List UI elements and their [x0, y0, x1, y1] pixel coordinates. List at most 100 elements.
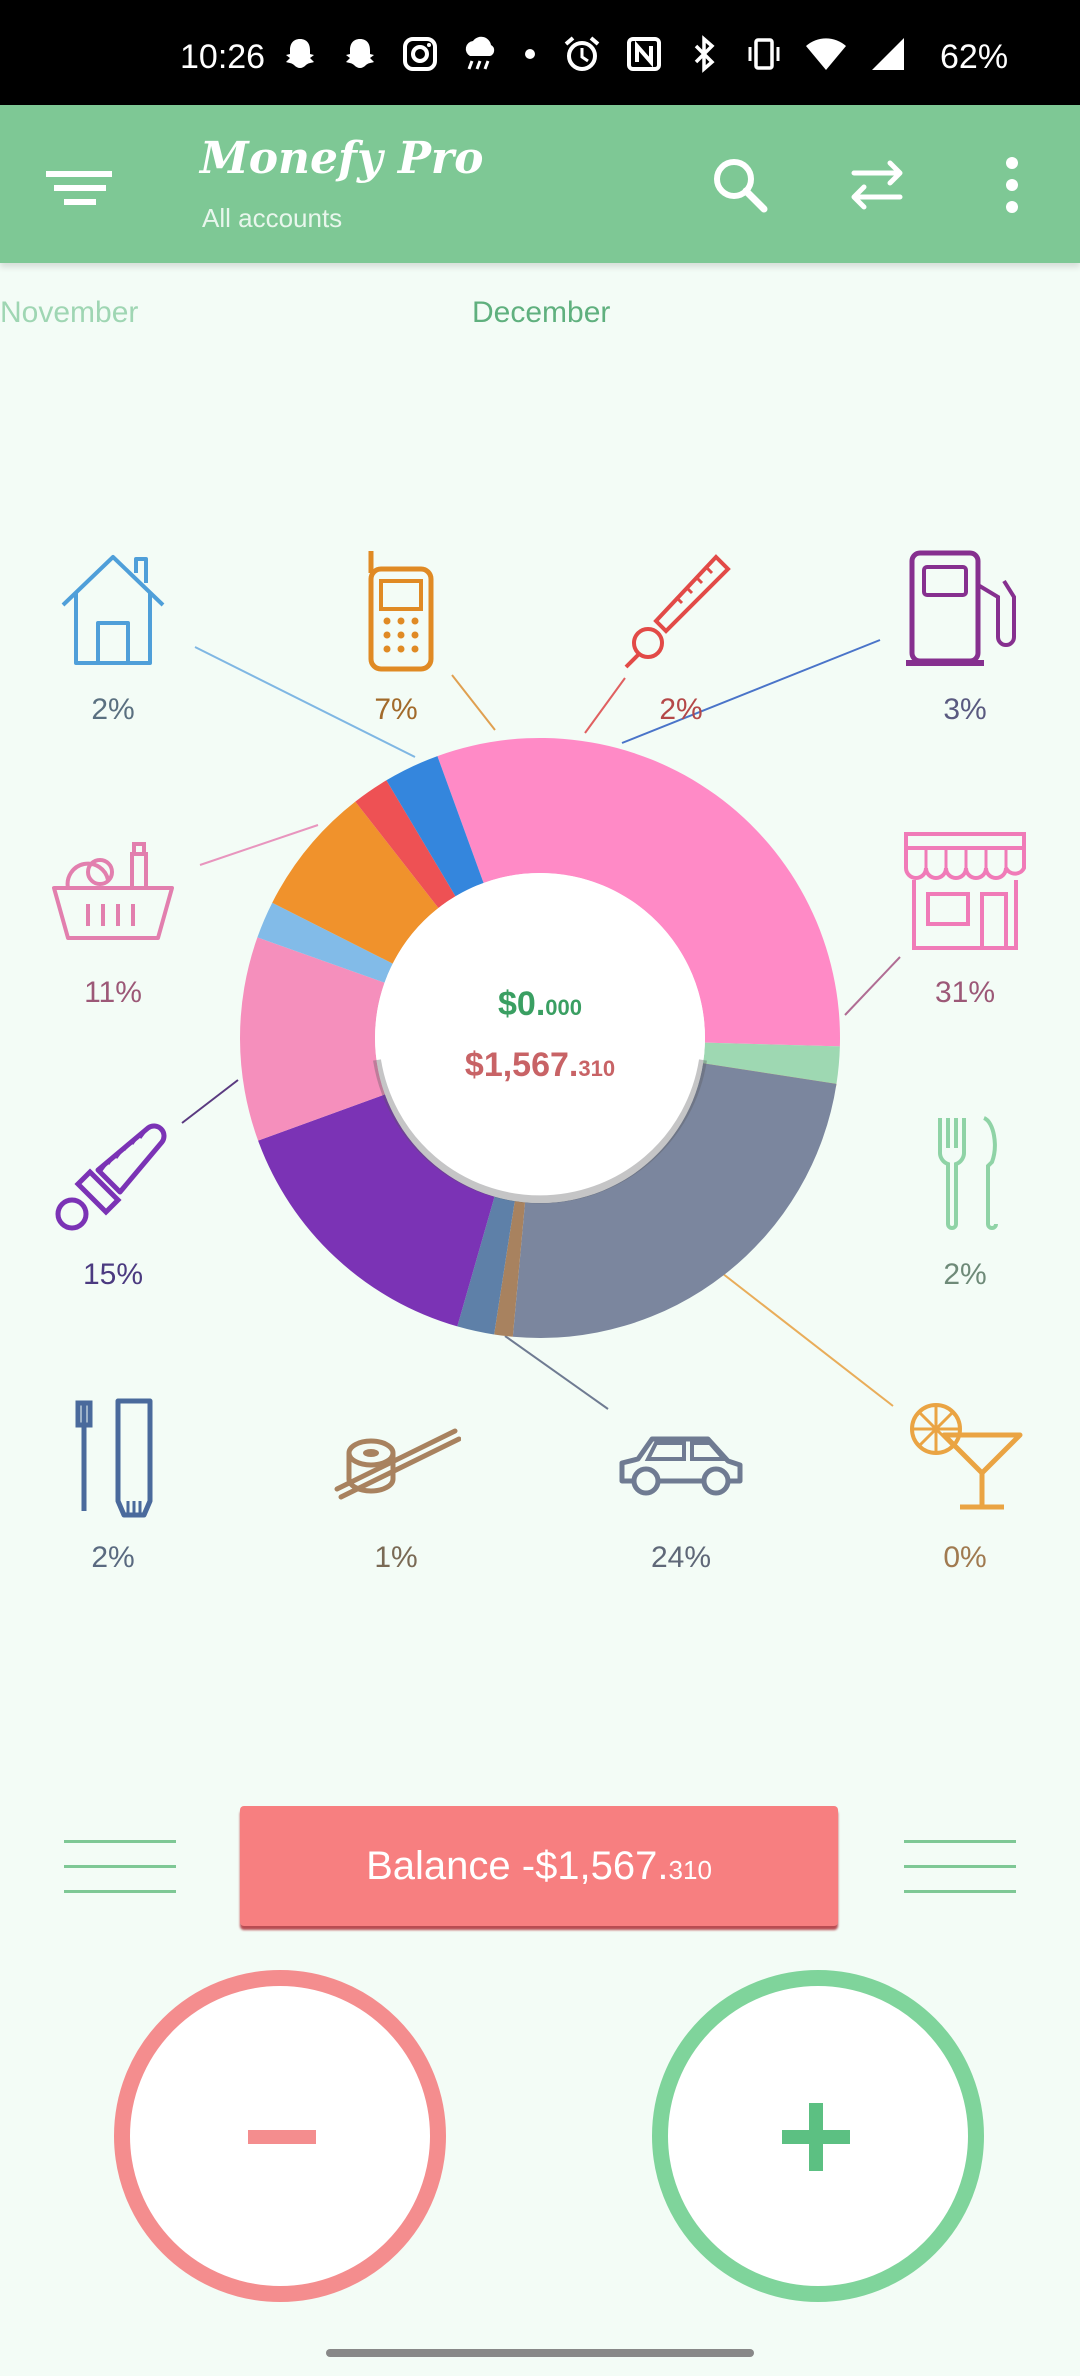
- category-health[interactable]: 2%: [601, 545, 761, 727]
- chart-slice-transport[interactable]: [512, 1063, 837, 1338]
- chart-slice-communications[interactable]: [703, 1042, 840, 1084]
- leader-line-7: [717, 1269, 894, 1407]
- balance-button[interactable]: Balance -$1,567.310: [240, 1806, 838, 1926]
- leader-line-6: [181, 1079, 239, 1124]
- alarm-icon: [564, 36, 600, 71]
- leader-line-2: [584, 677, 626, 734]
- leader-line-5: [844, 956, 901, 1016]
- tab-november[interactable]: November: [0, 296, 139, 329]
- chart-slice-bills[interactable]: [494, 1201, 526, 1337]
- app-bar: Monefy Pro All accounts: [0, 105, 1080, 263]
- income-list-toggle[interactable]: [904, 1840, 1016, 1915]
- signal-icon: [872, 38, 904, 70]
- income-cents: 000: [545, 995, 582, 1020]
- category-store-percent: 31%: [934, 976, 996, 1009]
- grocery-basket-icon: [52, 842, 174, 940]
- snapchat-icon: [346, 39, 374, 68]
- mobile-phone-icon: [368, 551, 434, 672]
- category-toiletry[interactable]: 2%: [33, 1393, 193, 1575]
- income-amount: $0.: [498, 985, 546, 1023]
- vibrate-icon: [748, 38, 780, 70]
- leader-line-3: [621, 639, 881, 744]
- category-fuel[interactable]: 3%: [885, 545, 1045, 727]
- more-vert-icon: [1006, 157, 1018, 213]
- gesture-navigation-bar[interactable]: [326, 2349, 754, 2357]
- car-icon: [619, 1436, 743, 1496]
- category-car[interactable]: 24%: [601, 1393, 761, 1575]
- chart-slice-taxi[interactable]: [258, 1094, 495, 1327]
- category-store[interactable]: 31%: [885, 828, 1045, 1010]
- chart-slice-hobbies[interactable]: [272, 801, 439, 964]
- fuel-pump-icon: [906, 550, 1016, 666]
- nfc-icon: [627, 37, 661, 71]
- sushi-chopsticks-icon: [334, 1428, 461, 1500]
- add-income-button[interactable]: [652, 1970, 984, 2302]
- category-food-percent: 2%: [943, 1258, 987, 1291]
- center-income: $0.000: [440, 985, 640, 1024]
- category-groceries-percent: 11%: [84, 976, 142, 1009]
- category-sushi-percent: 1%: [374, 1541, 418, 1574]
- cocktail-icon: [910, 1403, 1023, 1510]
- store-icon: [904, 832, 1026, 950]
- chart-slice-gifts[interactable]: [257, 902, 393, 983]
- category-food[interactable]: 2%: [885, 1110, 1045, 1292]
- balance-cents: 310: [668, 1855, 712, 1885]
- category-phone[interactable]: 7%: [316, 545, 476, 727]
- category-phone-percent: 7%: [374, 693, 418, 726]
- search-button[interactable]: [700, 145, 780, 225]
- bluetooth-icon: [694, 35, 715, 73]
- more-options-button[interactable]: [972, 145, 1052, 225]
- thermometer-icon: [624, 554, 731, 669]
- leader-line-1: [451, 674, 496, 731]
- tab-december[interactable]: December: [472, 296, 611, 329]
- add-expense-button[interactable]: [114, 1970, 446, 2302]
- account-selector[interactable]: All accounts: [202, 203, 343, 233]
- chainsaw-icon: [55, 1123, 167, 1231]
- minus-icon: [248, 2130, 316, 2144]
- instagram-icon: [403, 37, 437, 71]
- chart-slice-clothes[interactable]: [437, 738, 840, 1047]
- leader-line-8: [504, 1335, 609, 1410]
- chart-slice-car[interactable]: [240, 937, 385, 1141]
- category-drinks[interactable]: 0%: [885, 1393, 1045, 1575]
- chart-slice-house[interactable]: [386, 756, 484, 897]
- search-icon: [714, 159, 768, 213]
- chart-center: [375, 873, 705, 1203]
- transfer-icon: [851, 160, 903, 210]
- category-hobbies-percent: 15%: [82, 1258, 144, 1291]
- dot-icon: [525, 49, 535, 59]
- chart-slice-groceries[interactable]: [355, 780, 456, 908]
- center-expense: $1,567.310: [420, 1046, 660, 1085]
- filter-menu-button[interactable]: [40, 145, 120, 225]
- transfer-button[interactable]: [836, 145, 916, 225]
- chart-slice-eating-out[interactable]: [457, 1196, 515, 1335]
- category-groceries[interactable]: 11%: [33, 828, 193, 1010]
- category-house[interactable]: 2%: [33, 545, 193, 727]
- leader-line-4: [199, 824, 319, 866]
- status-bar: 10:26 62%: [0, 0, 1080, 105]
- status-icons: [280, 34, 908, 74]
- category-house-percent: 2%: [91, 693, 135, 726]
- category-sushi[interactable]: 1%: [316, 1393, 476, 1575]
- status-time: 10:26: [180, 38, 266, 76]
- fork-knife-icon: [938, 1116, 998, 1230]
- filter-menu-icon: [46, 171, 112, 205]
- balance-amount: Balance -$1,567.: [366, 1844, 669, 1888]
- category-car-percent: 24%: [650, 1541, 712, 1574]
- battery-level: 62%: [940, 38, 1009, 76]
- category-fuel-percent: 3%: [943, 693, 987, 726]
- leader-line-0: [194, 646, 416, 758]
- category-health-percent: 2%: [659, 693, 703, 726]
- app-title: Monefy Pro: [200, 133, 484, 184]
- category-toiletry-percent: 2%: [91, 1541, 135, 1574]
- weather-rain-icon: [465, 36, 495, 70]
- house-icon: [61, 555, 165, 665]
- category-hobbies[interactable]: 15%: [33, 1110, 193, 1292]
- expense-cents: 310: [578, 1056, 616, 1081]
- expense-donut-chart[interactable]: [0, 400, 1080, 1500]
- expense-list-toggle[interactable]: [64, 1840, 176, 1915]
- snapchat-icon: [286, 39, 314, 68]
- plus-icon: [782, 2103, 850, 2171]
- wifi-icon: [806, 38, 846, 70]
- expense-amount: $1,567.: [464, 1046, 579, 1084]
